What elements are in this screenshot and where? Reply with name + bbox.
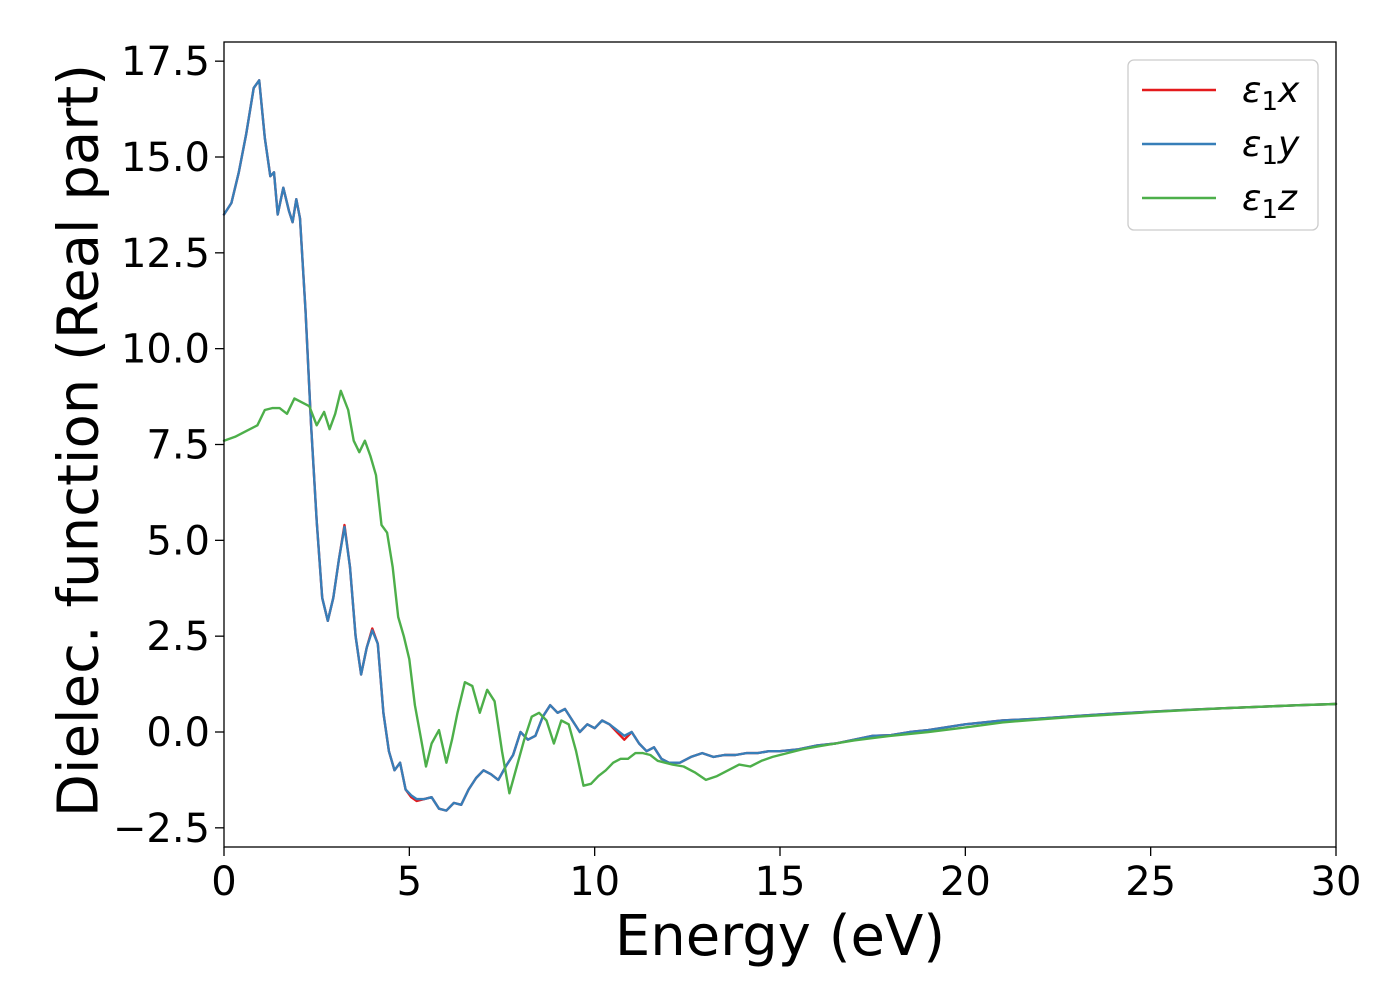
y-tick-label: 7.5 (146, 423, 210, 469)
y-tick-label: 15.0 (121, 135, 210, 181)
y-tick-label: 2.5 (146, 614, 210, 660)
y-tick-label: 5.0 (146, 518, 210, 564)
legend-label: ε1x (1242, 70, 1300, 117)
legend-box (1127, 59, 1319, 231)
legend-label: ε1z (1242, 178, 1298, 225)
legend-item-y: ε1y (1142, 124, 1300, 171)
y-tick-label: 12.5 (121, 231, 210, 277)
series-layer (222, 79, 1338, 812)
x-tick-label: 20 (940, 859, 991, 905)
y-tick-label: 10.0 (121, 327, 210, 373)
x-tick-label: 30 (1311, 859, 1362, 905)
legend-item-x: ε1x (1142, 70, 1300, 117)
y-axis: −2.5 0.0 2.5 5.0 7.5 10.0 12.5 15.0 17.5 (113, 39, 224, 852)
x-tick-label: 0 (211, 859, 236, 905)
series-line-z (222, 389, 1338, 795)
x-axis-label: Energy (eV) (615, 904, 945, 969)
x-axis: 0 5 10 15 20 25 30 (211, 847, 1361, 905)
y-axis-label: Dielec. function (Real part) (47, 64, 112, 817)
legend: ε1x ε1y ε1z (1127, 59, 1319, 231)
y-tick-label: 17.5 (121, 39, 210, 85)
legend-item-z: ε1z (1142, 178, 1298, 225)
y-tick-label: 0.0 (146, 710, 210, 756)
x-tick-label: 10 (569, 859, 620, 905)
x-tick-label: 5 (397, 859, 422, 905)
x-tick-label: 25 (1125, 859, 1176, 905)
y-tick-label: −2.5 (113, 806, 210, 852)
legend-label: ε1y (1242, 124, 1300, 171)
x-tick-label: 15 (755, 859, 806, 905)
